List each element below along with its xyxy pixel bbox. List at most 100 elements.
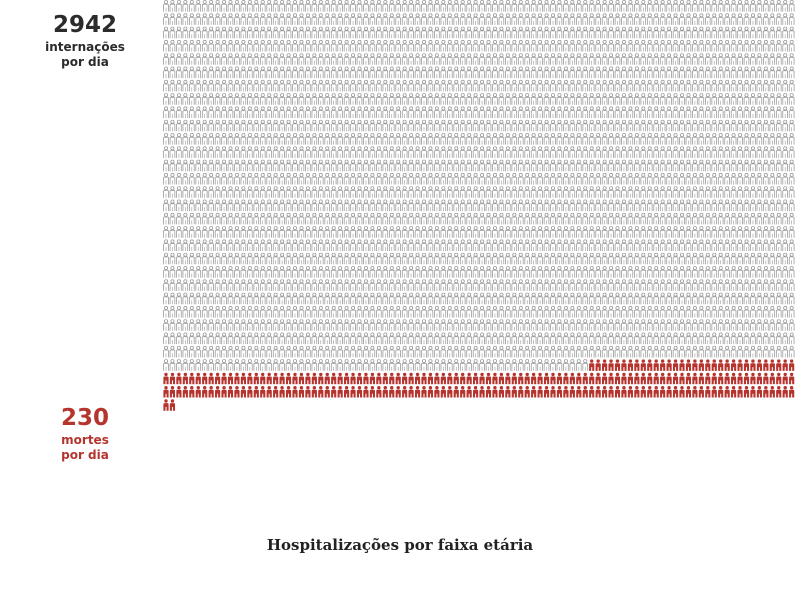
hospitalization-person-icon bbox=[718, 14, 723, 25]
hospitalization-person-icon bbox=[189, 360, 194, 371]
hospitalization-person-icon bbox=[331, 133, 336, 144]
hospitalization-person-icon bbox=[189, 94, 194, 105]
hospitalization-person-icon bbox=[447, 320, 452, 331]
death-person-icon bbox=[673, 359, 678, 371]
hospitalization-person-icon bbox=[576, 67, 581, 78]
hospitalization-person-icon bbox=[570, 306, 575, 317]
hospitalization-person-icon bbox=[512, 200, 517, 211]
hospitalization-person-icon bbox=[306, 227, 311, 238]
hospitalization-person-icon bbox=[596, 133, 601, 144]
death-person-icon bbox=[776, 373, 781, 385]
hospitalization-person-icon bbox=[299, 320, 304, 331]
hospitalization-person-icon bbox=[209, 187, 214, 198]
death-person-icon bbox=[789, 373, 794, 385]
hospitalization-person-icon bbox=[460, 333, 465, 344]
hospitalization-person-icon bbox=[357, 240, 362, 251]
hospitalization-person-icon bbox=[718, 0, 723, 11]
hospitalization-person-icon bbox=[170, 133, 175, 144]
hospitalization-person-icon bbox=[628, 266, 633, 277]
hospitalization-person-icon bbox=[647, 280, 652, 291]
hospitalization-person-icon bbox=[770, 94, 775, 105]
death-person-icon bbox=[544, 386, 549, 398]
death-person-icon bbox=[692, 373, 697, 385]
hospitalization-person-icon bbox=[744, 333, 749, 344]
hospitalization-person-icon bbox=[331, 346, 336, 357]
hospitalization-person-icon bbox=[505, 133, 510, 144]
hospitalization-person-icon bbox=[731, 67, 736, 78]
hospitalization-person-icon bbox=[634, 173, 639, 184]
death-person-icon bbox=[750, 359, 755, 371]
hospitalization-person-icon bbox=[538, 54, 543, 65]
hospitalization-person-icon bbox=[299, 107, 304, 118]
hospitalization-person-icon bbox=[596, 306, 601, 317]
hospitalization-person-icon bbox=[551, 346, 556, 357]
death-person-icon bbox=[660, 359, 665, 371]
hospitalization-person-icon bbox=[228, 346, 233, 357]
hospitalization-person-icon bbox=[286, 160, 291, 171]
hospitalization-person-icon bbox=[338, 253, 343, 264]
hospitalization-person-icon bbox=[447, 133, 452, 144]
hospitalization-person-icon bbox=[312, 346, 317, 357]
hospitalization-person-icon bbox=[693, 120, 698, 131]
hospitalization-person-icon bbox=[396, 107, 401, 118]
hospitalization-person-icon bbox=[422, 187, 427, 198]
hospitalization-person-icon bbox=[763, 80, 768, 91]
hospitalization-person-icon bbox=[325, 133, 330, 144]
hospitalization-person-icon bbox=[564, 94, 569, 105]
hospitalization-person-icon bbox=[247, 133, 252, 144]
hospitalization-person-icon bbox=[480, 133, 485, 144]
hospitalization-person-icon bbox=[222, 133, 227, 144]
hospitalization-person-icon bbox=[222, 306, 227, 317]
hospitalization-person-icon bbox=[370, 133, 375, 144]
hospitalization-person-icon bbox=[454, 160, 459, 171]
hospitalization-person-icon bbox=[235, 306, 240, 317]
hospitalization-person-icon bbox=[647, 320, 652, 331]
death-person-icon bbox=[499, 386, 504, 398]
hospitalization-person-icon bbox=[654, 240, 659, 251]
hospitalization-person-icon bbox=[235, 227, 240, 238]
hospitalization-person-icon bbox=[486, 320, 491, 331]
hospitalization-person-icon bbox=[654, 54, 659, 65]
hospitalization-person-icon bbox=[583, 213, 588, 224]
hospitalization-person-icon bbox=[196, 293, 201, 304]
hospitalization-person-icon bbox=[505, 306, 510, 317]
death-person-icon bbox=[583, 373, 588, 385]
hospitalization-person-icon bbox=[228, 40, 233, 51]
hospitalization-person-icon bbox=[564, 266, 569, 277]
hospitalization-person-icon bbox=[564, 160, 569, 171]
hospitalization-person-icon bbox=[576, 266, 581, 277]
death-person-icon bbox=[441, 386, 446, 398]
hospitalization-person-icon bbox=[499, 320, 504, 331]
hospitalization-person-icon bbox=[267, 280, 272, 291]
hospitalization-person-icon bbox=[376, 160, 381, 171]
hospitalization-person-icon bbox=[164, 200, 169, 211]
hospitalization-person-icon bbox=[177, 107, 182, 118]
hospitalization-person-icon bbox=[376, 293, 381, 304]
hospitalization-person-icon bbox=[776, 293, 781, 304]
hospitalization-person-icon bbox=[273, 213, 278, 224]
hospitalization-person-icon bbox=[551, 253, 556, 264]
hospitalization-person-icon bbox=[396, 80, 401, 91]
hospitalization-person-icon bbox=[460, 14, 465, 25]
hospitalization-person-icon bbox=[596, 40, 601, 51]
hospitalization-person-icon bbox=[602, 333, 607, 344]
hospitalization-person-icon bbox=[312, 227, 317, 238]
hospitalization-person-icon bbox=[351, 67, 356, 78]
hospitalization-person-icon bbox=[273, 107, 278, 118]
hospitalization-person-icon bbox=[641, 253, 646, 264]
hospitalization-person-icon bbox=[222, 293, 227, 304]
hospitalization-person-icon bbox=[280, 253, 285, 264]
hospitalization-person-icon bbox=[776, 266, 781, 277]
hospitalization-person-icon bbox=[751, 333, 756, 344]
hospitalization-person-icon bbox=[564, 333, 569, 344]
hospitalization-person-icon bbox=[660, 80, 665, 91]
hospitalization-person-icon bbox=[286, 107, 291, 118]
hospitalization-person-icon bbox=[325, 80, 330, 91]
hospitalization-person-icon bbox=[170, 80, 175, 91]
hospitalization-person-icon bbox=[293, 14, 298, 25]
hospitalization-person-icon bbox=[718, 346, 723, 357]
hospitalization-person-icon bbox=[589, 120, 594, 131]
hospitalization-person-icon bbox=[370, 333, 375, 344]
hospitalization-person-icon bbox=[654, 133, 659, 144]
hospitalization-person-icon bbox=[783, 147, 788, 158]
